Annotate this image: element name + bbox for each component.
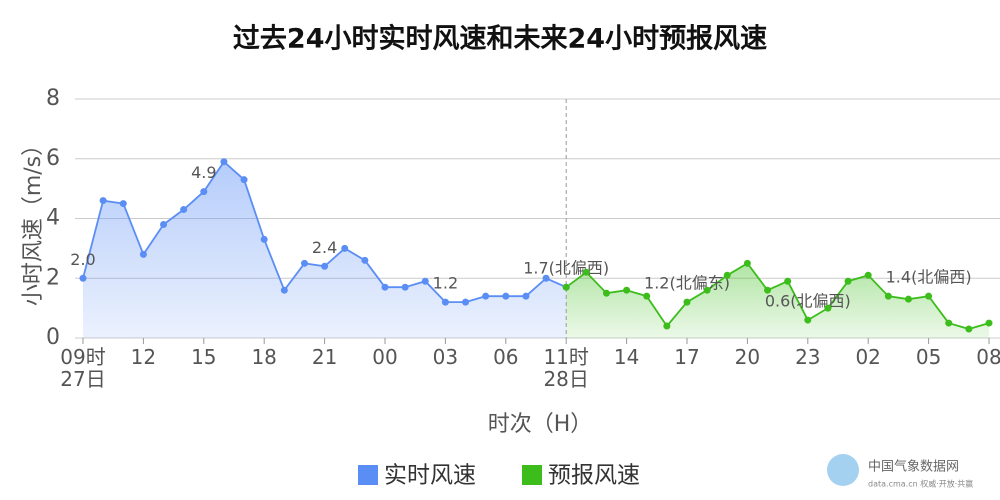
legend-label: 实时风速 (384, 463, 476, 489)
point (925, 292, 933, 300)
point (441, 298, 449, 306)
point (401, 283, 409, 291)
x-tick-label: 09时 27日 (60, 345, 106, 391)
data-label: 1.7(北偏西) (523, 259, 609, 278)
y-tick-label: 4 (46, 206, 60, 231)
legend-label: 预报风速 (548, 463, 640, 489)
point (160, 220, 168, 228)
y-axis-label: 小时风速（m/s） (21, 134, 46, 306)
point (462, 298, 470, 306)
x-tick-label: 06 (493, 345, 519, 369)
point (703, 286, 711, 294)
area (566, 263, 989, 338)
point (240, 176, 248, 184)
point (663, 322, 671, 330)
point (300, 259, 308, 267)
x-tick-label: 20 (734, 345, 761, 369)
point (482, 292, 490, 300)
point (804, 316, 812, 324)
point (361, 256, 369, 264)
point (904, 295, 912, 303)
x-tick-label: 02 (855, 345, 881, 369)
x-tick-label: 17 (674, 345, 700, 369)
data-label: 1.4(北偏西) (886, 268, 972, 287)
line (565, 262, 990, 330)
source-name: 中国气象数据网 (868, 459, 959, 475)
point (180, 206, 188, 214)
x-tick-label: 15 (191, 345, 217, 369)
point (683, 298, 691, 306)
source-tagline: data.cma.cn 权威·开放·共赢 (868, 479, 973, 489)
point (139, 250, 147, 258)
point (764, 286, 772, 294)
data-label: 1.2(北偏东) (644, 274, 730, 293)
point (99, 197, 107, 205)
x-tick-label: 11时 28日 (543, 345, 589, 391)
y-tick-label: 6 (46, 146, 60, 171)
point (562, 283, 570, 291)
point (280, 286, 288, 294)
point (602, 289, 610, 297)
point (341, 244, 349, 252)
y-tick-label: 2 (46, 265, 60, 290)
y-tick-label: 0 (46, 325, 60, 350)
data-label: 2.4 (312, 238, 337, 257)
chart-title: 过去24小时实时风速和未来24小时预报风速 (233, 23, 767, 55)
point (723, 271, 731, 279)
point (502, 292, 510, 300)
point (220, 158, 228, 166)
legend-swatch (358, 465, 378, 485)
point (743, 259, 751, 267)
point (200, 188, 208, 196)
point (79, 274, 87, 282)
x-tick-label: 08 (976, 345, 1000, 369)
data-label: 2.0 (70, 250, 95, 269)
point (864, 271, 872, 279)
x-tick-label: 03 (432, 345, 459, 369)
data-label: 0.6(北偏西) (765, 292, 851, 311)
point (945, 319, 953, 327)
point (784, 277, 792, 285)
point (522, 292, 530, 300)
area (83, 161, 567, 338)
point (623, 286, 631, 294)
y-tick-label: 8 (46, 86, 60, 111)
source-logo (827, 454, 859, 486)
point (844, 277, 852, 285)
x-tick-label: 12 (130, 345, 157, 369)
point (643, 292, 651, 300)
data-label: 4.9 (191, 163, 216, 182)
point (321, 262, 329, 270)
x-tick-label: 23 (795, 345, 821, 369)
point (119, 200, 127, 208)
point (542, 274, 550, 282)
x-tick-label: 18 (251, 345, 277, 369)
x-tick-label: 05 (915, 345, 942, 369)
x-tick-label: 14 (613, 345, 640, 369)
point (381, 283, 389, 291)
point (965, 325, 973, 333)
x-axis-label: 时次（H） (488, 412, 593, 437)
legend-swatch (522, 465, 542, 485)
point (985, 319, 993, 327)
point (582, 268, 590, 276)
x-tick-label: 00 (372, 345, 398, 369)
point (824, 304, 832, 312)
point (421, 277, 429, 285)
point (884, 292, 892, 300)
x-tick-label: 21 (311, 345, 338, 369)
point (260, 235, 268, 243)
data-label: 1.2 (433, 274, 458, 293)
